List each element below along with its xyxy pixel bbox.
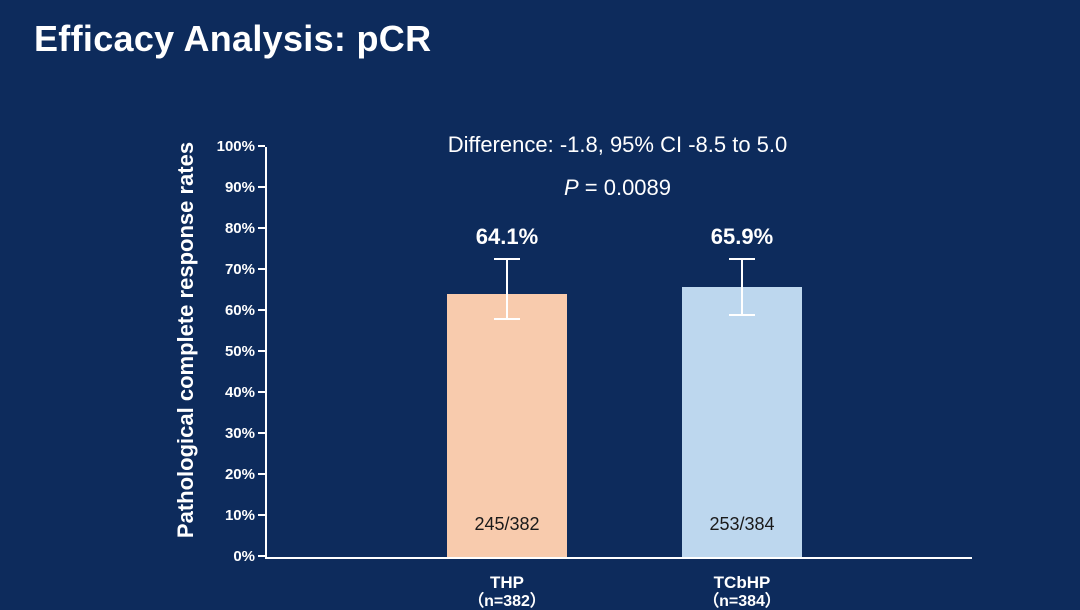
error-bar-cap-bottom [729, 313, 755, 316]
bar-value-label: 65.9% [710, 223, 774, 249]
y-tick-label: 90% [224, 179, 255, 196]
y-tick-mark [258, 186, 265, 188]
error-bar-cap-bottom [494, 318, 520, 321]
error-bar-line [741, 257, 743, 316]
y-tick-mark [258, 145, 265, 147]
plot-area: 0% 10% 20% 30% 40% 50% 60% 70% 80% 90% 100% 64.1% 24… [217, 138, 972, 610]
difference-annotation: Difference: -1.8, 95% CI -8.5 to 5.0 [447, 132, 788, 157]
bar-thp [447, 294, 567, 557]
y-tick-mark [258, 350, 265, 352]
y-tick-mark [258, 555, 265, 557]
p-symbol: P [563, 175, 579, 200]
y-tick-mark [258, 268, 265, 270]
y-tick-mark [258, 473, 265, 475]
bar-tcbhp [682, 286, 802, 557]
y-tick-label: 50% [224, 343, 255, 360]
error-bar-cap-top [729, 257, 755, 260]
bar-fraction-label: 245/382 [474, 514, 540, 534]
y-tick-mark [258, 391, 265, 393]
x-category-label: TCbHP [713, 573, 771, 592]
y-tick-mark [258, 309, 265, 311]
y-tick-label: 80% [224, 220, 255, 237]
y-tick-label: 30% [224, 425, 255, 442]
y-tick-label: 100% [216, 138, 255, 155]
x-category-label: THP [490, 573, 524, 592]
y-axis-title: Pathological complete response rates [173, 141, 198, 539]
y-tick-mark [258, 514, 265, 516]
y-tick-label: 0% [233, 548, 255, 565]
slide-title: Efficacy Analysis: pCR [34, 18, 432, 59]
y-tick-label: 10% [224, 507, 255, 524]
x-category-sublabel: （n=382） [468, 593, 546, 610]
stats-annotation: Difference: -1.8, 95% CI -8.5 to 5.0 P =… [265, 131, 970, 201]
y-tick-label: 60% [224, 302, 255, 319]
p-value: = 0.0089 [578, 175, 672, 200]
y-tick-label: 70% [224, 261, 255, 278]
bar-fraction-label: 253/384 [709, 514, 775, 534]
error-bar-line [506, 258, 508, 321]
x-category-sublabel: （n=384） [703, 593, 781, 610]
bar-value-label: 64.1% [475, 224, 539, 250]
y-tick-label: 40% [224, 384, 255, 401]
p-value-annotation: P = 0.0089 [265, 174, 970, 201]
error-bar-cap-top [494, 258, 520, 261]
y-tick-mark [258, 227, 265, 229]
y-tick-mark [258, 432, 265, 434]
y-tick-label: 20% [224, 466, 255, 483]
